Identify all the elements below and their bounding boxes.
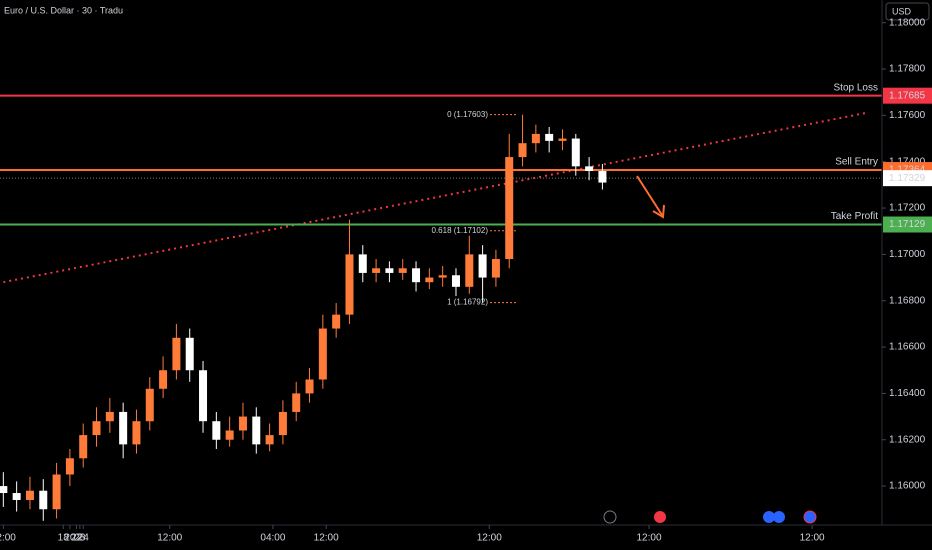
candle-body bbox=[385, 268, 394, 273]
candle-body bbox=[39, 490, 48, 510]
arrow bbox=[636, 175, 663, 216]
y-tick-label: 1.17600 bbox=[889, 110, 926, 121]
x-tick-label: 12:00 bbox=[800, 533, 825, 544]
candle-body bbox=[345, 254, 354, 315]
y-tick-label: 1.17400 bbox=[889, 156, 926, 167]
candle-body bbox=[0, 486, 8, 494]
candle-body bbox=[199, 370, 208, 422]
x-tick-label: 12:00 bbox=[157, 533, 182, 544]
candle-body bbox=[185, 337, 194, 371]
candle-body bbox=[265, 435, 274, 445]
x-tick-label: 24 bbox=[78, 533, 90, 544]
candle-body bbox=[545, 133, 554, 141]
candle-body bbox=[585, 166, 594, 171]
candle-body bbox=[571, 138, 580, 167]
icon[interactable] bbox=[603, 510, 617, 524]
currency-button[interactable] bbox=[885, 2, 930, 21]
trend-line bbox=[3, 112, 866, 284]
price-tag-label: 1.17685 bbox=[889, 90, 926, 101]
x-tick-label: 12:00 bbox=[314, 533, 339, 544]
candle-body bbox=[119, 411, 128, 445]
candle-body bbox=[531, 133, 540, 144]
candle-body bbox=[372, 268, 381, 273]
candle-body bbox=[212, 421, 221, 440]
x-tick-label: 22 bbox=[71, 533, 83, 544]
candle-body bbox=[451, 275, 460, 287]
candle-body bbox=[105, 411, 114, 422]
currency-label[interactable]: USD bbox=[892, 6, 912, 16]
x-tick-label: 12:00 bbox=[637, 533, 662, 544]
y-tick-label: 1.16400 bbox=[889, 388, 926, 399]
fib-label: 0.618 (1.17102) bbox=[432, 226, 489, 235]
icon[interactable] bbox=[773, 511, 785, 523]
y-tick-label: 1.16800 bbox=[889, 295, 926, 306]
chart-title: Euro / U.S. Dollar · 30 · Tradu bbox=[4, 5, 123, 15]
candle-body bbox=[438, 275, 447, 278]
level-name: Take Profit bbox=[831, 211, 878, 222]
y-tick-label: 1.16600 bbox=[889, 342, 926, 353]
y-tick-label: 1.17000 bbox=[889, 249, 926, 260]
candle-body bbox=[292, 393, 301, 412]
candle-body bbox=[412, 268, 421, 283]
price-tag bbox=[883, 216, 932, 233]
x-tick-label: 04:00 bbox=[260, 533, 285, 544]
fib-label: 1 (1.16792) bbox=[447, 298, 488, 307]
arrow-head bbox=[652, 204, 665, 219]
candle-body bbox=[132, 421, 141, 445]
x-tick-label: 12:00 bbox=[0, 533, 16, 544]
fib-label: 0 (1.17603) bbox=[447, 110, 488, 119]
level-name: Sell Entry bbox=[835, 157, 878, 168]
price-tag bbox=[883, 87, 932, 104]
candle-body bbox=[505, 157, 514, 260]
candle-body bbox=[172, 337, 181, 371]
price-tag-label: 1.17129 bbox=[889, 219, 926, 230]
candle-body bbox=[145, 388, 154, 422]
candle-body bbox=[518, 143, 527, 158]
candle-body bbox=[478, 254, 487, 278]
candle-body bbox=[25, 490, 34, 500]
candle-body bbox=[65, 458, 74, 475]
candle-body bbox=[465, 254, 474, 287]
candle-body bbox=[252, 416, 261, 445]
candle-body bbox=[425, 277, 434, 283]
candle-body bbox=[225, 430, 234, 440]
y-tick-label: 1.17200 bbox=[889, 203, 926, 214]
y-tick-label: 1.18000 bbox=[889, 17, 926, 28]
candle-body bbox=[12, 493, 21, 500]
candle-body bbox=[398, 268, 407, 273]
y-tick-label: 1.16200 bbox=[889, 434, 926, 445]
icon[interactable] bbox=[763, 511, 775, 523]
candle-body bbox=[159, 370, 168, 389]
icon[interactable] bbox=[803, 510, 817, 524]
icon[interactable] bbox=[654, 511, 666, 523]
y-tick-label: 1.17800 bbox=[889, 64, 926, 75]
x-tick-label: 12:00 bbox=[477, 533, 502, 544]
price-tag bbox=[883, 170, 932, 187]
candle-body bbox=[332, 314, 341, 329]
candle-body bbox=[558, 138, 567, 141]
x-tick-label: 20 bbox=[64, 533, 76, 544]
candle-body bbox=[52, 474, 61, 510]
y-tick-label: 1.16000 bbox=[889, 481, 926, 492]
x-tick-label: 18 bbox=[58, 533, 70, 544]
candle-body bbox=[305, 379, 314, 394]
candle-body bbox=[598, 170, 607, 183]
candle-body bbox=[238, 416, 247, 431]
candle-body bbox=[92, 421, 101, 436]
candle-body bbox=[491, 259, 500, 278]
candle-body bbox=[278, 411, 287, 436]
x-tick-label: 23 bbox=[74, 533, 86, 544]
plot-area: 0 (1.17603) 0.618 (1.17102) 1 (1.16792) bbox=[0, 94, 882, 521]
level-name: Stop Loss bbox=[834, 82, 878, 93]
price-tag-label: 1.17329 bbox=[889, 173, 926, 184]
candle-body bbox=[318, 328, 327, 380]
candle-body bbox=[79, 435, 88, 459]
candle-body bbox=[358, 254, 367, 273]
